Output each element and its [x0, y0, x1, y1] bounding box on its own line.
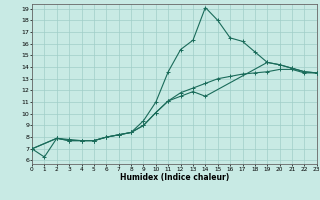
X-axis label: Humidex (Indice chaleur): Humidex (Indice chaleur)	[120, 173, 229, 182]
